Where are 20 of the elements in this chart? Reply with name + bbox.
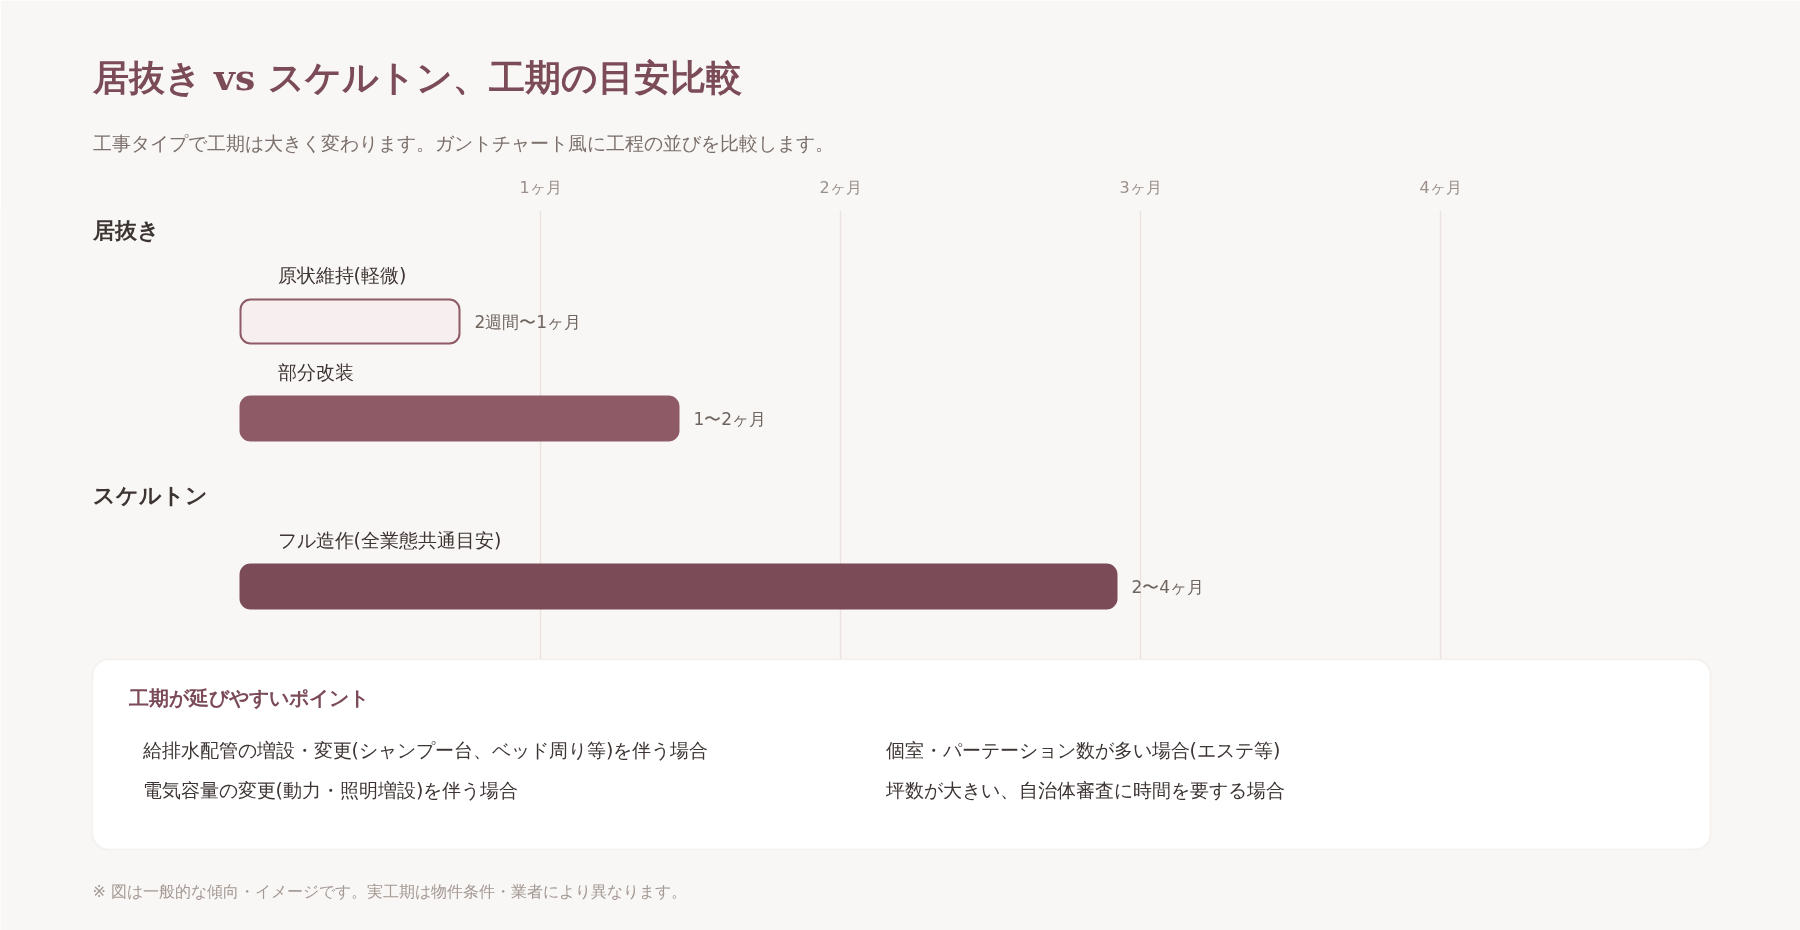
text: 坪数が大きい、自治体審査に時間を要する場合 xyxy=(884,778,1285,801)
text: 工期が延びやすいポイント xyxy=(127,685,369,710)
y-tick-label: フル造作(全業態共通目安) xyxy=(277,528,502,551)
text: 個室・パーテーション数が多い場合(エステ等) xyxy=(885,738,1281,761)
y-tick-label: 原状維持(軽微) xyxy=(277,263,407,286)
x-tick-label: 3ヶ月 xyxy=(1119,177,1162,197)
x-tick-label: 2ヶ月 xyxy=(819,177,862,197)
text: 給排水配管の増設・変更(シャンプー台、ベッド周り等)を伴う場合 xyxy=(141,738,709,761)
x-tick-label: 4ヶ月 xyxy=(1419,177,1462,197)
text: ※ 図は一般的な傾向・イメージです。実工期は物件条件・業者により異なります。 xyxy=(92,882,687,901)
annotation: 居抜き xyxy=(91,218,160,243)
y-tick-label: 部分改装 xyxy=(277,360,354,383)
text: 電気容量の変更(動力・照明増設)を伴う場合 xyxy=(142,778,519,801)
annotation: 1〜2ヶ月 xyxy=(693,408,767,429)
annotation: 2週間〜1ヶ月 xyxy=(474,311,582,332)
x-tick-label: 1ヶ月 xyxy=(519,177,562,197)
chart-subtitle: 工事タイプで工期は大きく変わります。ガントチャート風に工程の並びを比較します。 xyxy=(92,131,834,154)
annotation: スケルトン xyxy=(92,483,208,508)
annotation: 2〜4ヶ月 xyxy=(1131,576,1205,597)
chart-title: 居抜き vs スケルトン、工期の目安比較 xyxy=(91,55,742,98)
